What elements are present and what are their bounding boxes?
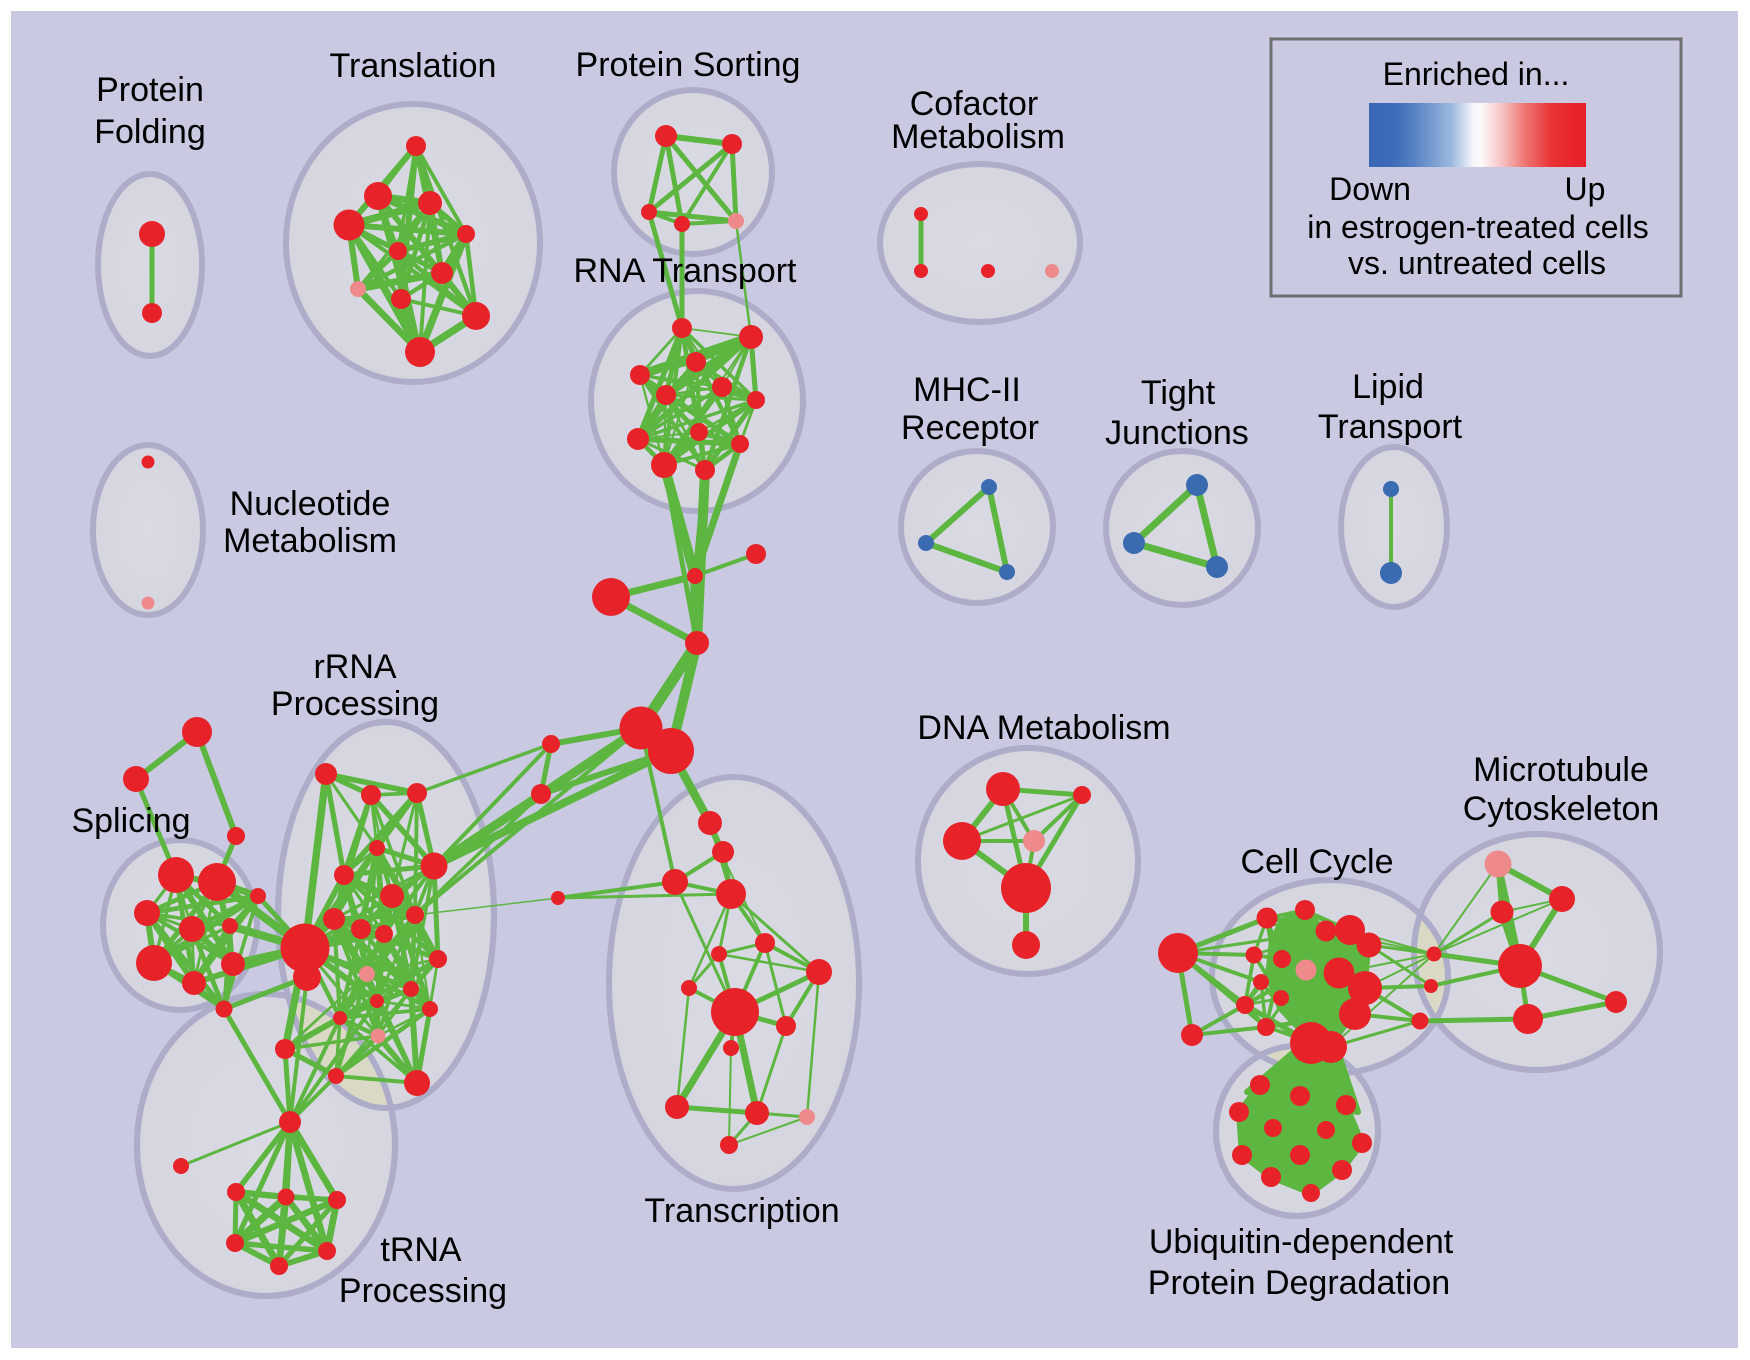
svg-text:Cell Cycle: Cell Cycle: [1240, 843, 1393, 881]
svg-text:Down: Down: [1329, 171, 1411, 207]
svg-text:Microtubule: Microtubule: [1473, 751, 1649, 789]
svg-text:Protein: Protein: [96, 71, 204, 109]
svg-text:Junctions: Junctions: [1105, 414, 1249, 452]
svg-text:rRNA: rRNA: [313, 648, 396, 686]
svg-text:Processing: Processing: [339, 1272, 507, 1310]
svg-text:Ubiquitin-dependent: Ubiquitin-dependent: [1149, 1223, 1454, 1261]
svg-text:Transport: Transport: [1318, 408, 1463, 446]
svg-text:Folding: Folding: [94, 113, 206, 151]
svg-text:Receptor: Receptor: [901, 409, 1039, 447]
svg-text:Enriched in...: Enriched in...: [1383, 56, 1570, 92]
svg-text:Tight: Tight: [1141, 374, 1216, 412]
svg-text:Splicing: Splicing: [71, 802, 190, 840]
svg-text:vs. untreated cells: vs. untreated cells: [1348, 245, 1606, 281]
svg-text:MHC-II: MHC-II: [913, 371, 1021, 409]
svg-text:Processing: Processing: [271, 685, 439, 723]
svg-text:Metabolism: Metabolism: [223, 522, 397, 560]
svg-text:RNA Transport: RNA Transport: [574, 252, 798, 290]
svg-text:tRNA: tRNA: [380, 1231, 462, 1269]
svg-text:in estrogen-treated cells: in estrogen-treated cells: [1307, 209, 1649, 245]
svg-text:Metabolism: Metabolism: [891, 118, 1065, 156]
svg-text:Nucleotide: Nucleotide: [230, 485, 391, 523]
svg-text:Lipid: Lipid: [1352, 368, 1424, 406]
svg-text:DNA Metabolism: DNA Metabolism: [917, 709, 1170, 747]
svg-text:Translation: Translation: [330, 47, 497, 85]
svg-text:Cytoskeleton: Cytoskeleton: [1463, 790, 1660, 828]
svg-text:Protein Sorting: Protein Sorting: [576, 46, 801, 84]
svg-text:Cofactor: Cofactor: [910, 85, 1039, 123]
svg-text:Up: Up: [1565, 171, 1606, 207]
svg-text:Protein Degradation: Protein Degradation: [1148, 1264, 1450, 1302]
svg-text:Transcription: Transcription: [644, 1192, 839, 1230]
